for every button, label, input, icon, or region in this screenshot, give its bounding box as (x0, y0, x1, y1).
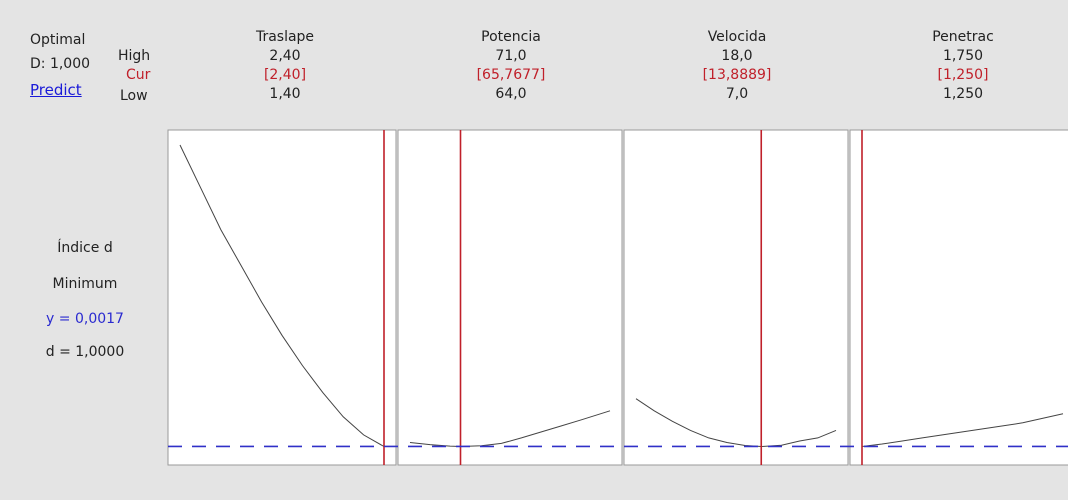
factor-low: 1,250 (942, 86, 984, 102)
factor-header-velocida: Velocida 18,0 [13,8889] 7,0 (637, 28, 837, 104)
panel-3 (623, 129, 849, 466)
factor-name: Potencia (481, 29, 541, 45)
factor-current: [2,40] (263, 67, 307, 83)
factor-header-potencia: Potencia 71,0 [65,7677] 64,0 (411, 28, 611, 104)
factor-high: 2,40 (269, 48, 301, 64)
factor-current: [1,250] (937, 67, 989, 83)
response-curve-velocida (635, 398, 837, 448)
predict-link[interactable]: Predict (30, 81, 82, 99)
panel-1 (167, 129, 397, 466)
response-y-value: y = 0,0017 (46, 311, 124, 327)
factor-current: [13,8889] (702, 67, 772, 83)
response-curve-traslape (179, 144, 385, 447)
factor-header-penetrac: Penetrac 1,750 [1,250] 1,250 (863, 28, 1063, 104)
response-name: Índice d (57, 240, 113, 256)
cur-row-label: Cur (126, 67, 151, 83)
panel-2 (397, 129, 623, 466)
factor-high: 18,0 (721, 48, 753, 64)
factor-name: Velocida (707, 29, 767, 45)
factor-high: 1,750 (942, 48, 984, 64)
response-curve-penetrac (861, 413, 1064, 447)
factor-low: 64,0 (495, 86, 527, 102)
response-d-value: d = 1,0000 (45, 344, 125, 360)
factor-current: [65,7677] (476, 67, 546, 83)
factor-header-traslape: Traslape 2,40 [2,40] 1,40 (185, 28, 385, 104)
panel-4 (849, 129, 1068, 466)
optimal-title: Optimal (30, 32, 86, 48)
factor-low: 7,0 (725, 86, 749, 102)
factor-high: 71,0 (495, 48, 527, 64)
response-curve-potencia (409, 410, 611, 448)
low-row-label: Low (120, 88, 148, 104)
response-goal: Minimum (52, 276, 118, 292)
factor-name: Penetrac (932, 29, 994, 45)
factor-low: 1,40 (269, 86, 301, 102)
high-row-label: High (118, 48, 151, 64)
optimal-d-value: D: 1,000 (30, 56, 91, 72)
factor-name: Traslape (255, 29, 315, 45)
